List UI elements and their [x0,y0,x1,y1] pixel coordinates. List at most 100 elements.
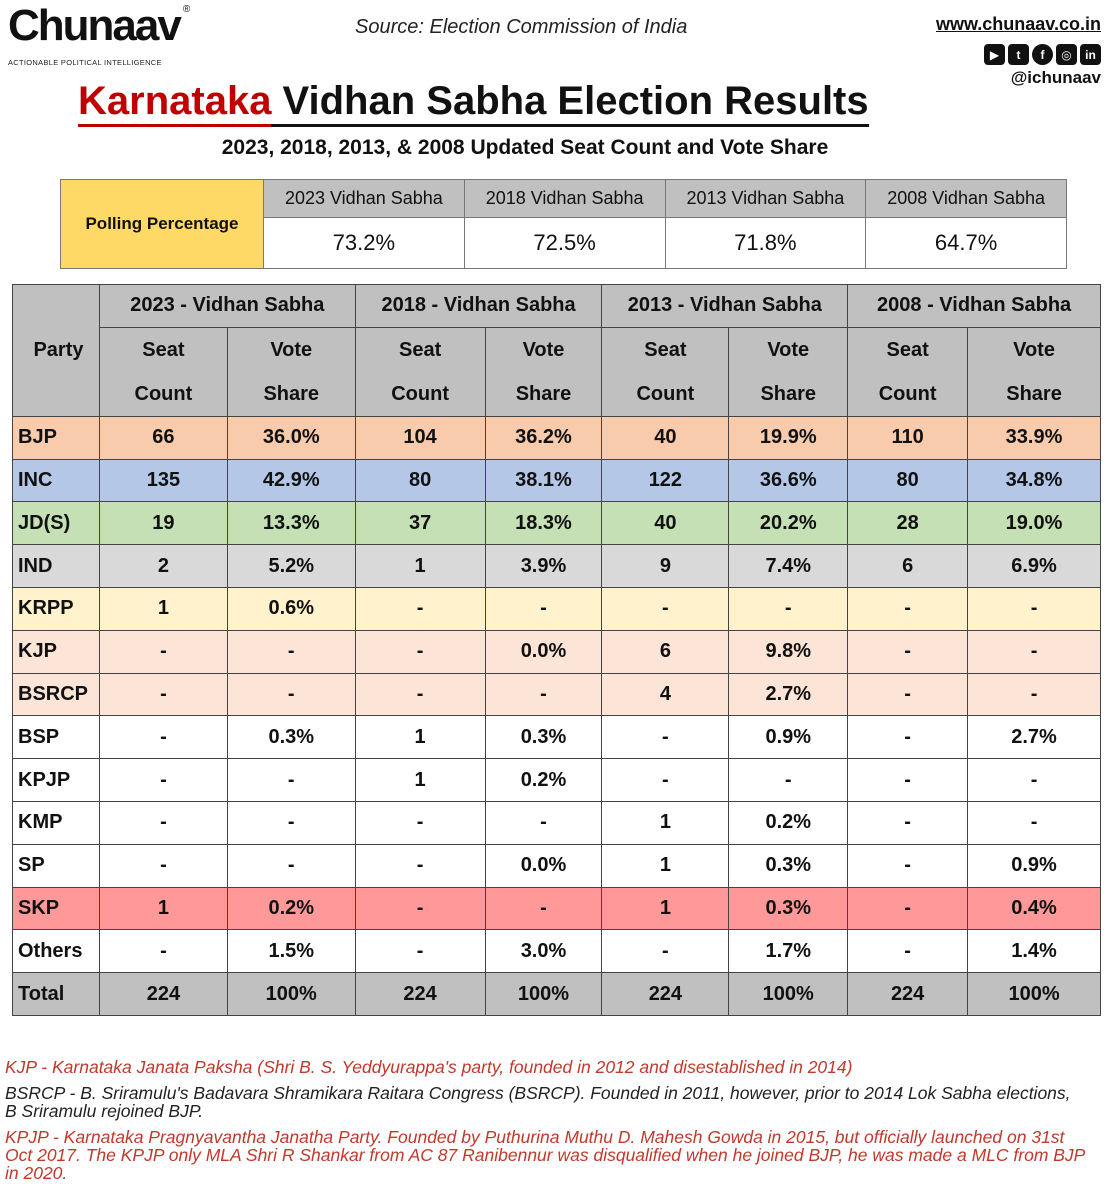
vote-share-cell: 33.9% [967,415,1101,460]
table-row: KRPP 1 0.6% - - - - - - [12,586,1101,631]
seat-count-cell: - [354,629,486,674]
seat-header: Seat Count [98,326,228,417]
polling-value: 71.8% [664,217,867,269]
seat-count-cell: 6 [601,629,730,674]
vote-share-cell: - [226,843,356,888]
seat-header: Seat Count [601,326,730,417]
title-state: Karnataka [78,78,272,127]
registered-mark: ® [182,4,191,15]
vote-share-cell: 2.7% [728,672,849,717]
total-row: Total 224 100% 224 100% 224 100% 224 100% [12,972,1101,1016]
party-name: KPJP [12,758,100,802]
seat-count-cell: 80 [847,458,969,503]
seat-header-line1: Seat [142,338,185,361]
polling-label: Polling Percentage [60,179,264,269]
seat-count-cell: - [847,758,969,802]
vote-share-cell: - [226,672,356,717]
vote-share-cell: 19.9% [728,415,849,460]
table-row: BJP 66 36.0% 104 36.2% 40 19.9% 110 33.9% [12,415,1101,460]
seat-count-cell: 224 [98,972,228,1016]
logo-tagline: ACTIONABLE POLITICAL INTELLIGENCE [8,58,162,67]
seat-count-cell: - [98,758,228,802]
website-link[interactable]: www.chunaav.co.in [935,14,1101,34]
logo-wordmark: Chunaav [8,1,182,50]
vote-header-line2: Share [263,382,320,405]
vote-share-cell: 0.4% [967,886,1101,931]
seat-count-cell: - [847,929,969,974]
footnotes: KJP - Karnataka Janata Paksha (Shri B. S… [5,1058,1085,1190]
seat-count-cell: 110 [847,415,969,460]
vote-share-cell: - [967,800,1101,845]
year-header: 2013 - Vidhan Sabha [601,284,849,328]
table-row: SKP 1 0.2% - -1 0.3% -0.4% [12,886,1101,931]
seat-count-cell: - [354,843,486,888]
vote-share-cell: 6.9% [967,544,1101,588]
seat-count-cell: - [98,843,228,888]
page-title: Karnataka Vidhan Sabha Election Results [78,78,869,127]
seat-count-cell: - [98,800,228,845]
seat-header-line2: Count [391,382,449,405]
vote-share-cell: 100% [967,972,1101,1016]
vote-share-cell: - [484,672,603,717]
polling-table: Polling Percentage 2023 Vidhan Sabha 201… [60,179,1067,269]
seat-count-cell: 1 [601,843,730,888]
vote-share-cell: 100% [226,972,356,1016]
polling-value: 72.5% [463,217,666,269]
seat-count-cell: 122 [601,458,730,503]
party-name: KRPP [12,586,100,631]
seat-count-cell: 40 [601,415,730,460]
vote-share-cell: - [967,758,1101,802]
vote-share-cell: 0.6% [226,586,356,631]
seat-count-cell: 224 [847,972,969,1016]
party-name: IND [12,544,100,588]
vote-share-cell: 0.3% [728,843,849,888]
seat-count-cell: 224 [601,972,730,1016]
vote-share-cell: 9.8% [728,629,849,674]
seat-count-cell: - [847,886,969,931]
table-row: KPJP - -1 0.2% - - - - [12,758,1101,802]
linkedin-icon[interactable]: in [1080,44,1101,65]
polling-year-header: 2023 Vidhan Sabha [263,179,465,218]
party-name: Others [12,929,100,974]
seat-header: Seat Count [847,326,969,417]
vote-share-cell: 42.9% [226,458,356,503]
vote-share-cell: 19.0% [967,501,1101,546]
party-name: BJP [12,415,100,460]
page-subtitle: 2023, 2018, 2013, & 2008 Updated Seat Co… [221,136,829,159]
youtube-icon[interactable]: ▶ [984,44,1005,65]
party-name: INC [12,458,100,503]
seat-count-cell: 2 [98,544,228,588]
seat-count-cell: - [98,715,228,760]
instagram-icon[interactable]: ◎ [1056,44,1077,65]
vote-share-cell: - [728,758,849,802]
seat-count-cell: 1 [601,886,730,931]
twitter-icon[interactable]: t [1008,44,1029,65]
facebook-icon[interactable]: f [1032,44,1053,65]
vote-share-cell: 20.2% [728,501,849,546]
seat-header-line1: Seat [644,338,687,361]
seat-header: Seat Count [354,326,486,417]
social-handle: @ichunaav [1010,68,1101,87]
seat-count-cell: 135 [98,458,228,503]
vote-share-cell: 2.7% [967,715,1101,760]
vote-share-cell: 100% [728,972,849,1016]
polling-year-header: 2013 Vidhan Sabha [664,179,867,218]
source-note: Source: Election Commission of India [355,16,688,38]
vote-share-cell: 36.2% [484,415,603,460]
seat-count-cell: - [354,929,486,974]
vote-share-cell: 0.0% [484,629,603,674]
year-header: 2023 - Vidhan Sabha [98,284,356,328]
seat-header-line2: Count [134,382,193,405]
vote-share-cell: 34.8% [967,458,1101,503]
polling-value: 73.2% [263,217,465,269]
table-row: Others -1.5% -3.0% -1.7% -1.4% [12,929,1101,974]
seat-count-cell: - [847,800,969,845]
vote-share-cell: 1.7% [728,929,849,974]
party-header: Party [12,284,100,417]
seat-count-cell: 40 [601,501,730,546]
seat-count-cell: - [98,929,228,974]
header-row: Party 2023 - Vidhan Sabha 2018 - Vidhan Sa… [12,284,1101,417]
vote-share-cell: 0.9% [728,715,849,760]
results-table: Party 2023 - Vidhan Sabha 2018 - Vidhan Sa… [12,284,1101,1016]
year-header: 2018 - Vidhan Sabha [354,284,603,328]
